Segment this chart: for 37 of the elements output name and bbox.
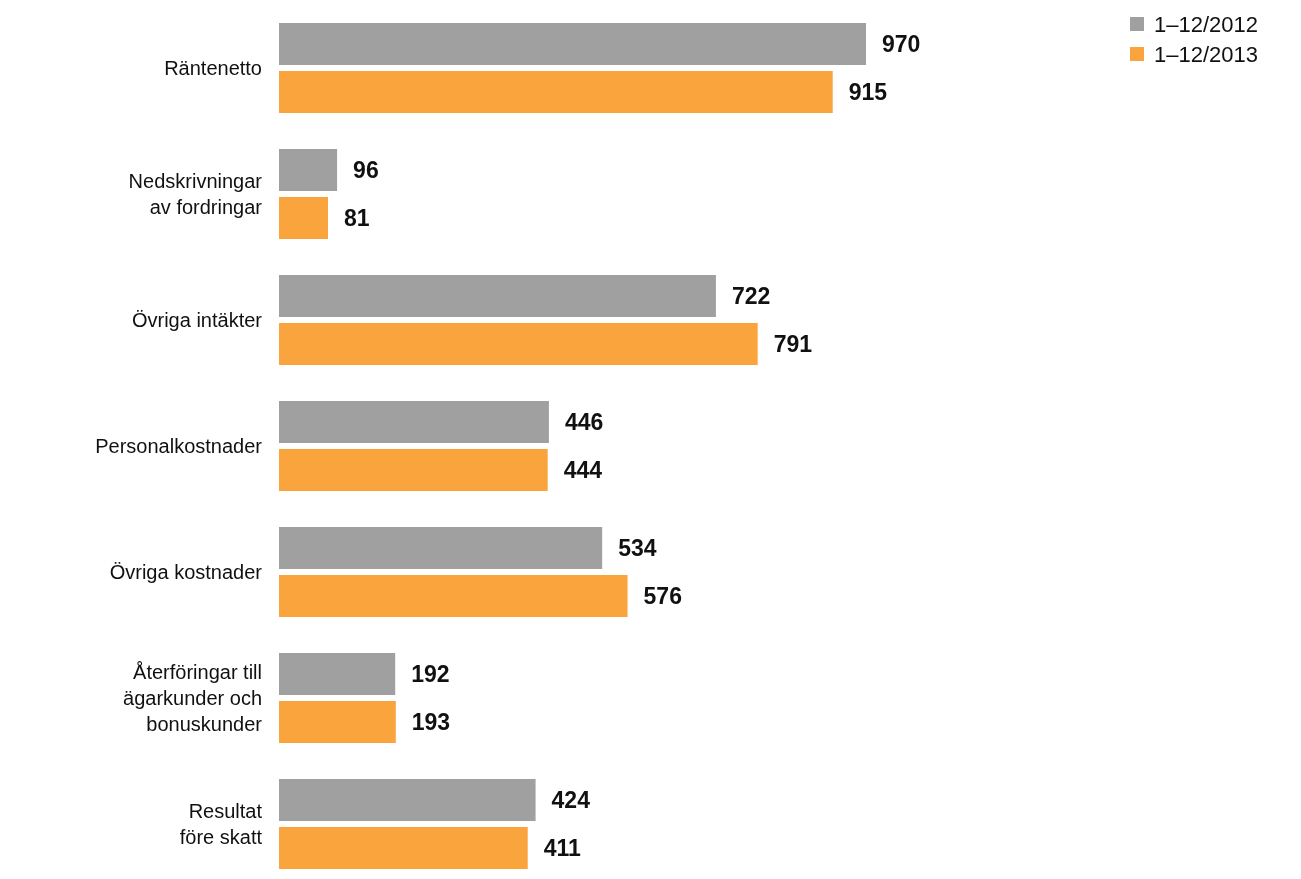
bar: [279, 779, 536, 821]
bar: [279, 401, 549, 443]
y-tick-label: Övriga kostnader: [109, 561, 263, 583]
y-tick-label: Nedskrivningar av fordringar: [128, 170, 263, 218]
legend-label: 1–12/2012: [1154, 11, 1258, 37]
y-tick-label: Återföringar till ägarkunder och bonuskunder: [123, 661, 263, 735]
data-label: 424: [551, 787, 591, 813]
y-tick-label: Övriga intäkter: [131, 309, 263, 331]
bar: [279, 827, 528, 869]
bar: [279, 275, 716, 317]
y-tick-label: Resultat före skatt: [179, 800, 263, 848]
data-label: 915: [848, 79, 888, 105]
y-tick-label: Personalkostnader: [95, 435, 263, 457]
legend-label: 1–12/2013: [1154, 41, 1258, 67]
bar: [279, 197, 329, 239]
data-label: 722: [731, 283, 771, 309]
data-label: 193: [411, 709, 451, 735]
y-tick-label: Räntenetto: [164, 57, 262, 79]
data-label: 411: [543, 835, 582, 861]
bar: [279, 323, 758, 365]
data-label: 970: [882, 31, 921, 57]
data-label: 96: [353, 157, 379, 183]
bar: [279, 149, 338, 191]
bar: [279, 701, 396, 743]
data-label: 444: [563, 457, 603, 483]
bar: [279, 23, 866, 65]
data-label: 576: [643, 583, 682, 609]
bar: [279, 527, 603, 569]
data-label: 192: [411, 661, 450, 687]
data-label: 446: [564, 409, 604, 435]
data-label: 81: [344, 205, 370, 231]
data-label: 534: [618, 535, 657, 561]
bar: [279, 71, 833, 113]
bar: [279, 653, 396, 695]
bar: [279, 449, 548, 491]
data-label: 791: [773, 331, 813, 357]
bar: [279, 575, 628, 617]
